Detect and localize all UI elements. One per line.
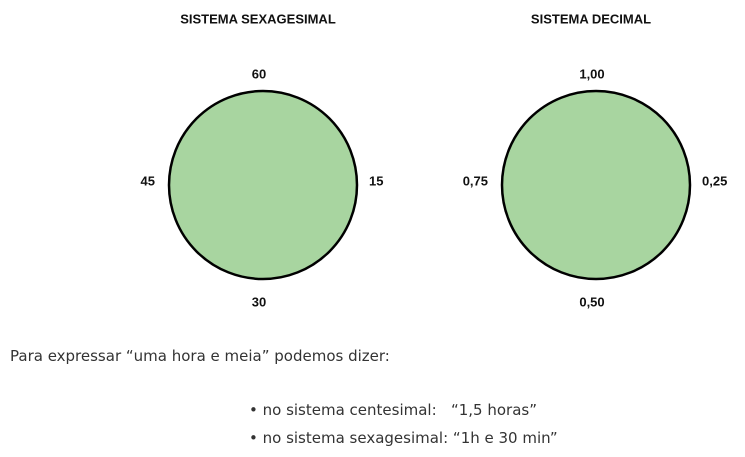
label-right: 15 [369,173,383,188]
label-right: 0,25 [702,173,727,188]
label-bottom: 0,50 [579,294,604,309]
label-top: 60 [252,66,266,81]
label-left: 0,75 [463,173,488,188]
label-top: 1,00 [579,66,604,81]
clock-circle [500,89,692,281]
intro-text: Para expressar “uma hora e meia” podemos… [10,347,390,365]
diagram-title: SISTEMA SEXAGESIMAL [180,11,336,26]
label-bottom: 30 [252,294,266,309]
clock-circle [167,89,359,281]
diagrams: SISTEMA SEXAGESIMAL 60 30 45 15 SISTEMA DECIM… [141,11,728,309]
bullet: • no sistema sexagesimal: “1h e 30 min” [249,429,558,447]
bullet: • no sistema centesimal: “1,5 horas” [249,401,537,419]
diagram-title: SISTEMA DECIMAL [531,11,651,26]
label-left: 45 [141,173,155,188]
